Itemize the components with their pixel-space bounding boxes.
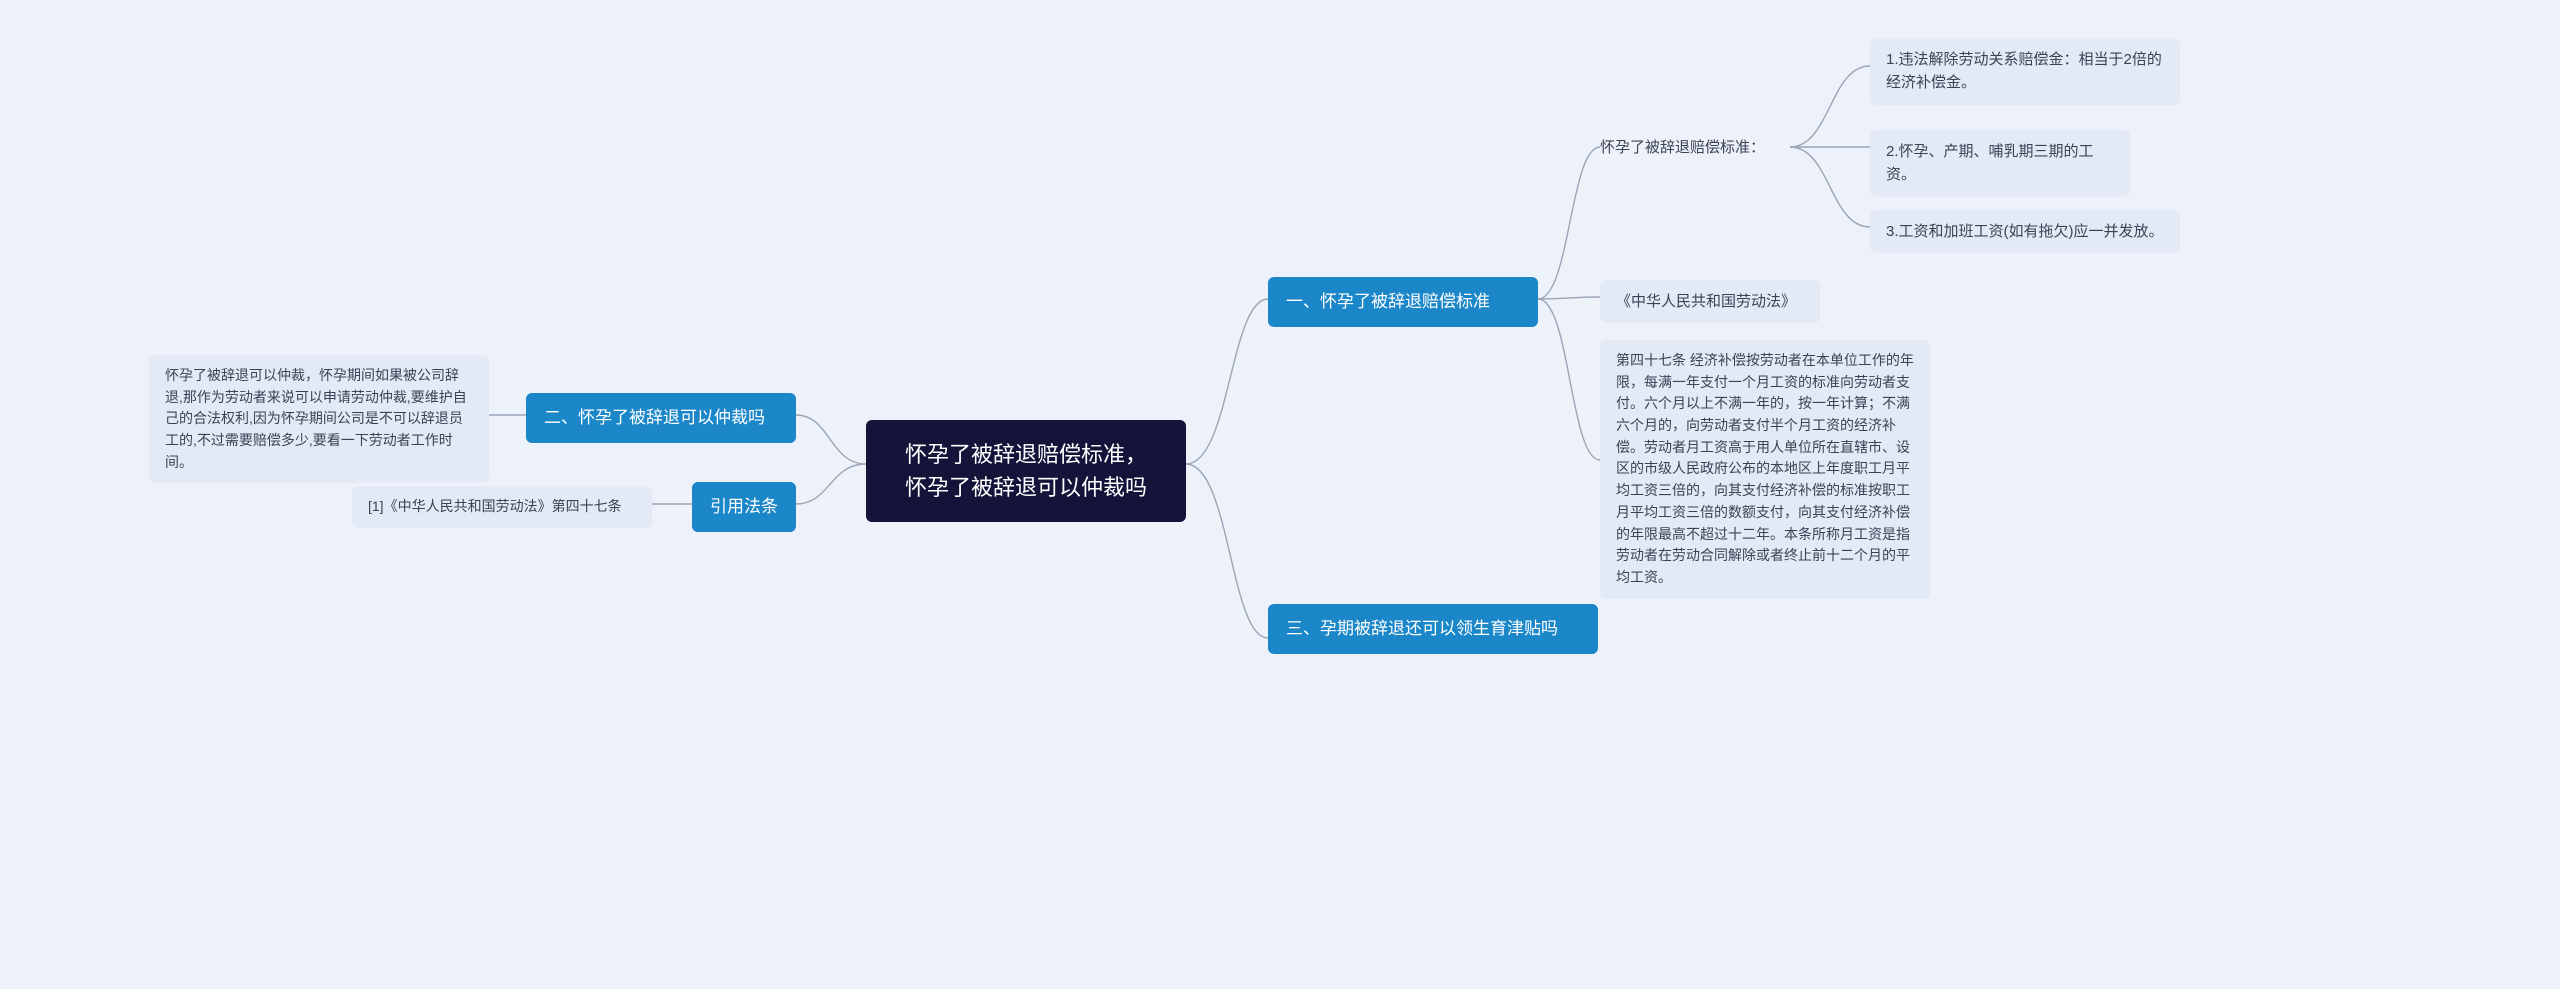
root-node[interactable]: 怀孕了被辞退赔偿标准， 怀孕了被辞退可以仲裁吗: [866, 420, 1186, 522]
root-line2: 怀孕了被辞退可以仲裁吗: [888, 471, 1164, 504]
branch-section-2[interactable]: 二、怀孕了被辞退可以仲裁吗: [526, 393, 796, 443]
standard-item-1: 1.违法解除劳动关系赔偿金：相当于2倍的经济补偿金。: [1870, 38, 2180, 105]
standard-item-2: 2.怀孕、产期、哺乳期三期的工资。: [1870, 130, 2130, 197]
branch-references[interactable]: 引用法条: [692, 482, 796, 532]
branch-section-3[interactable]: 三、孕期被辞退还可以领生育津贴吗: [1268, 604, 1598, 654]
standard-item-3: 3.工资和加班工资(如有拖欠)应一并发放。: [1870, 210, 2180, 253]
root-line1: 怀孕了被辞退赔偿标准，: [888, 438, 1164, 471]
branch-section-1[interactable]: 一、怀孕了被辞退赔偿标准: [1268, 277, 1538, 327]
law-article-47: 第四十七条 经济补偿按劳动者在本单位工作的年限，每满一年支付一个月工资的标准向劳…: [1600, 340, 1930, 599]
section-2-text: 怀孕了被辞退可以仲裁，怀孕期间如果被公司辞退,那作为劳动者来说可以申请劳动仲裁,…: [149, 355, 489, 483]
law-title: 《中华人民共和国劳动法》: [1600, 280, 1820, 323]
reference-item-1: [1]《中华人民共和国劳动法》第四十七条: [352, 486, 652, 528]
sub-label-standards: 怀孕了被辞退赔偿标准：: [1600, 132, 1790, 163]
